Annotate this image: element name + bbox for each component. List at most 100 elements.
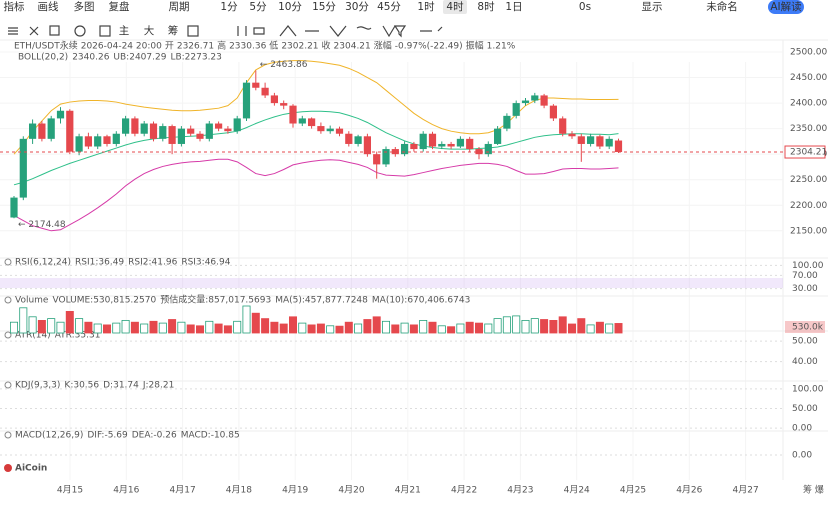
x-tick-label: 4月17	[170, 485, 196, 496]
panel-eye-icon[interactable]	[4, 258, 12, 266]
toolbar-item[interactable]: 画线	[38, 0, 59, 13]
candle-body	[410, 143, 418, 150]
panel-title: Volume	[15, 296, 49, 306]
volume-bar	[456, 323, 465, 334]
toolbar-item[interactable]: 10分	[278, 1, 302, 13]
toolbar-item[interactable]: 显示	[642, 1, 663, 13]
candle-body	[540, 95, 548, 106]
volume-bar	[288, 316, 297, 334]
volume-bar	[84, 321, 93, 334]
candle-body	[38, 123, 46, 139]
toolbar-item[interactable]: AI解读	[770, 0, 802, 13]
candle-body	[503, 115, 511, 129]
panel-value: MACD:-10.85	[181, 431, 240, 441]
candle-body	[47, 118, 55, 139]
volume-bar	[214, 323, 223, 334]
volume-bar	[149, 320, 158, 334]
close-icon[interactable]	[29, 26, 39, 36]
volume-bar	[37, 319, 46, 334]
volume-bar	[112, 322, 121, 334]
indicator-icon[interactable]	[187, 25, 199, 37]
toolbar-item[interactable]: 指标	[4, 0, 25, 13]
panel-tick-label: 0.00	[792, 451, 812, 461]
drawing-tools[interactable]	[237, 25, 443, 38]
toolbar-item[interactable]: 30分	[345, 1, 369, 13]
toolbar-item[interactable]: 1分	[220, 1, 238, 13]
volume-bar	[298, 322, 307, 334]
candle-body	[131, 118, 139, 134]
header-low: 2302.21	[281, 42, 318, 52]
panel-eye-icon[interactable]	[4, 296, 12, 304]
toolbar-item[interactable]: 1日	[505, 1, 522, 13]
toolbar-item[interactable]: 15分	[312, 1, 336, 13]
panel-tick-label: 50.00	[792, 404, 818, 414]
panel-title: KDJ(9,3,3)	[15, 381, 60, 391]
volume-bar	[558, 316, 567, 334]
volume-bar	[279, 323, 288, 334]
indicator-toggle[interactable]: 大	[144, 24, 155, 37]
x-tick-label: 4月23	[507, 485, 533, 496]
toolbar-item[interactable]: 4时	[446, 1, 464, 13]
toolbar-item[interactable]: 多图	[74, 0, 95, 13]
toolbar-item[interactable]: 周期	[169, 1, 190, 13]
x-tick-label: 4月16	[113, 485, 139, 496]
toolbar-item[interactable]: 45分	[377, 1, 401, 13]
volume-bar	[605, 323, 614, 334]
candle-body	[587, 136, 595, 144]
panel-value: 预估成交量:857,017.5693	[160, 294, 271, 306]
candle-body	[354, 136, 362, 144]
rsi-band	[0, 278, 783, 288]
candle-body	[19, 138, 27, 198]
volume-bar	[400, 322, 409, 334]
toolbar-item[interactable]: 1时	[417, 1, 435, 13]
volume-bar	[47, 318, 56, 334]
volume-bar	[465, 321, 474, 334]
indicator-toggle[interactable]: 主	[119, 25, 130, 37]
toolbar-item[interactable]: 8时	[477, 1, 495, 13]
volume-bar	[447, 326, 456, 334]
header-close: 2304.21	[334, 42, 371, 52]
footer-right[interactable]: 筹 爆	[803, 484, 824, 496]
grid-icon[interactable]	[99, 25, 111, 37]
panel-eye-icon[interactable]	[4, 331, 12, 339]
header-change-label: 涨幅	[374, 40, 392, 52]
candle-body	[233, 118, 241, 132]
panel-eye-icon[interactable]	[4, 381, 12, 389]
header-symbol: ETH/USDT永续	[14, 40, 78, 52]
candle-body	[363, 136, 371, 155]
clock-icon[interactable]	[74, 25, 86, 37]
panel-eye-icon[interactable]	[4, 431, 12, 439]
header-low-label: 低	[269, 40, 278, 52]
panel-title: RSI(6,12,24)	[15, 258, 71, 268]
toolbar-item[interactable]: 0s	[579, 1, 591, 13]
toolbar-item[interactable]: 未命名	[706, 0, 738, 13]
candle-body	[345, 133, 353, 144]
candle-body	[140, 123, 148, 134]
candle-body	[215, 123, 223, 129]
volume-bar	[493, 318, 502, 334]
toolbar-item[interactable]: 复盘	[109, 0, 130, 13]
toolbar-item[interactable]: 5分	[249, 1, 267, 13]
header-amp-label: 振幅	[466, 40, 484, 52]
panel-tick-label: 50.00	[792, 337, 818, 347]
candle-body	[224, 128, 232, 132]
candle-body	[317, 126, 325, 132]
candle-body	[614, 140, 623, 153]
candle-body	[391, 149, 399, 155]
x-tick-label: 4月21	[395, 485, 421, 496]
candle-body	[242, 82, 251, 119]
indicator-toggle[interactable]: 筹	[168, 24, 179, 37]
candle-body	[252, 82, 260, 88]
menu-icon[interactable]	[8, 27, 18, 35]
layout-icon[interactable]	[49, 25, 60, 36]
volume-bar	[233, 320, 242, 334]
x-tick-label: 4月24	[564, 485, 590, 496]
panel-value: D:31.74	[103, 381, 139, 391]
volume-bar	[242, 305, 251, 334]
header-change: -0.97%(-22.49)	[395, 42, 463, 52]
header-amp: 1.21%	[487, 42, 516, 52]
y-tick-label: 2200.00	[790, 201, 827, 211]
volume-bar	[595, 321, 604, 334]
